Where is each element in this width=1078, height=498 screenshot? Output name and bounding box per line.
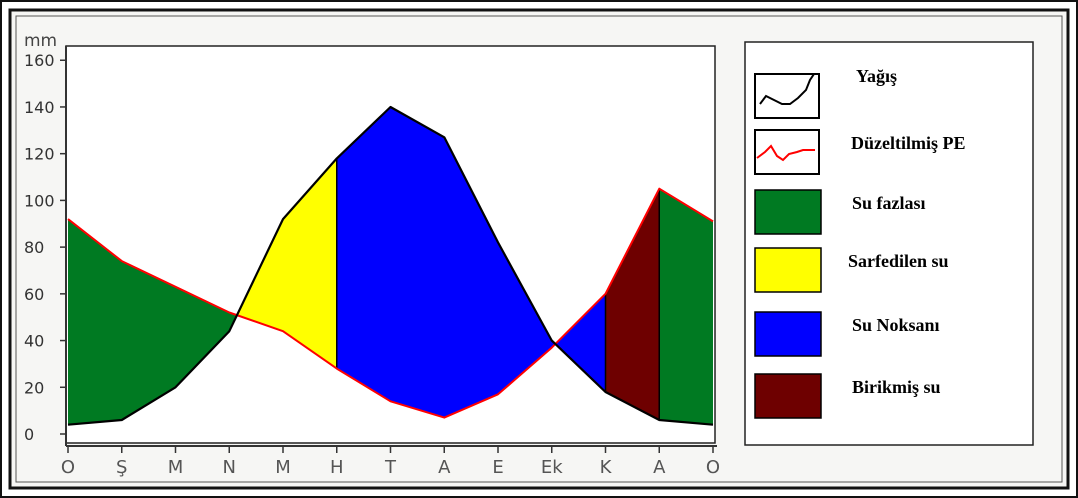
y-axis: mm 0 20 40 60 80 100 120 140 160 bbox=[24, 31, 67, 446]
y-tick-label: 80 bbox=[24, 238, 44, 257]
legend-pe-line bbox=[756, 144, 815, 162]
x-tick-label: Ş bbox=[116, 457, 127, 478]
pe-line bbox=[67, 187, 714, 419]
x-tick-label: K bbox=[600, 457, 613, 478]
x-tick-label: A bbox=[438, 457, 451, 478]
legend-label: Düzeltilmiş PE bbox=[851, 133, 966, 153]
x-tick-label: O bbox=[61, 457, 75, 478]
legend-item: Birikmiş su bbox=[754, 373, 941, 419]
legend-item: Su fazlası bbox=[754, 189, 926, 235]
deficit-area bbox=[336, 107, 556, 418]
legend-swatch bbox=[754, 311, 822, 357]
y-tick-label: 20 bbox=[24, 378, 44, 397]
x-tick-label: M bbox=[275, 457, 291, 478]
legend-label: Yağış bbox=[856, 66, 897, 86]
precipitation-line bbox=[67, 105, 714, 426]
x-tick-label: N bbox=[223, 457, 236, 478]
legend-label: Sarfedilen su bbox=[848, 251, 949, 271]
legend-item: Düzeltilmiş PE bbox=[754, 129, 966, 175]
plot-area bbox=[65, 45, 716, 444]
legend-precip-line bbox=[759, 73, 815, 105]
x-tick-label: Ek bbox=[541, 457, 563, 478]
y-tick-label: 0 bbox=[24, 425, 34, 444]
legend-swatch bbox=[754, 373, 822, 419]
legend-item: Su Noksanı bbox=[754, 311, 940, 357]
legend-swatch bbox=[754, 189, 822, 235]
y-tick-label: 100 bbox=[24, 191, 55, 210]
x-tick-label: A bbox=[653, 457, 666, 478]
legend-label: Birikmiş su bbox=[852, 377, 941, 397]
surplus-area-right bbox=[659, 188, 713, 425]
x-tick-label: M bbox=[168, 457, 184, 478]
y-axis-label: mm bbox=[24, 31, 57, 51]
legend-label: Su Noksanı bbox=[852, 315, 940, 335]
x-tick-label: H bbox=[330, 457, 344, 478]
y-tick-label: 120 bbox=[24, 145, 55, 164]
surplus-area-left bbox=[68, 219, 237, 425]
recharge-area bbox=[605, 188, 660, 420]
water-balance-fills bbox=[68, 107, 713, 425]
utilization-area bbox=[236, 158, 337, 369]
y-tick-label: 160 bbox=[24, 51, 55, 70]
legend-label: Su fazlası bbox=[852, 193, 926, 213]
legend-item: Yağış bbox=[754, 66, 897, 119]
legend-item: Sarfedilen su bbox=[754, 247, 949, 293]
y-tick-label: 140 bbox=[24, 98, 55, 117]
x-axis: O Ş M N M H T A E Ek K A O bbox=[61, 445, 720, 478]
y-tick-label: 60 bbox=[24, 285, 44, 304]
series-lines bbox=[67, 105, 714, 426]
x-tick-label: E bbox=[492, 457, 503, 478]
deficit-area-2 bbox=[555, 293, 606, 392]
x-tick-label: O bbox=[706, 457, 720, 478]
legend-swatch bbox=[754, 247, 822, 293]
y-tick-label: 40 bbox=[24, 332, 44, 351]
x-tick-label: T bbox=[384, 457, 397, 478]
legend: Yağış Düzeltilmiş PE Su fazlası Sarfedilen … bbox=[744, 41, 1034, 446]
